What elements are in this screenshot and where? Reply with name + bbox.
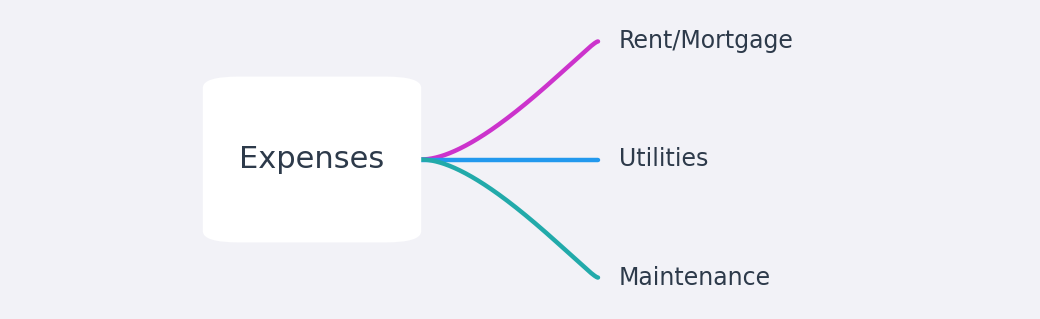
Text: Maintenance: Maintenance (619, 265, 771, 290)
Text: Utilities: Utilities (619, 147, 708, 172)
FancyBboxPatch shape (203, 77, 421, 242)
Text: Expenses: Expenses (239, 145, 385, 174)
Text: Rent/Mortgage: Rent/Mortgage (619, 29, 794, 54)
